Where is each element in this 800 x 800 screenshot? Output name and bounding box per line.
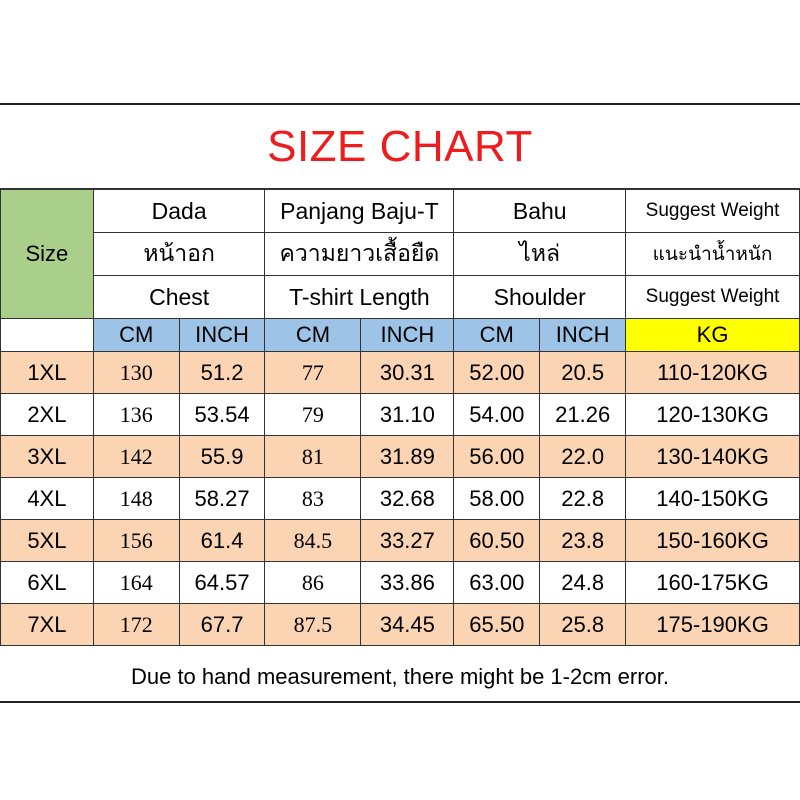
unit-chest-inch: INCH bbox=[178, 318, 266, 352]
chest-inch-cell: 58.27 bbox=[178, 477, 266, 520]
chest-inch-cell: 64.57 bbox=[178, 561, 266, 604]
unit-weight-kg: KG bbox=[625, 318, 800, 352]
length-cm-cell: 77 bbox=[264, 351, 362, 394]
shoulder-inch-cell: 20.5 bbox=[539, 351, 627, 394]
header-row-en: Chest T-shirt Length Shoulder Suggest We… bbox=[1, 275, 800, 319]
length-inch-cell: 33.86 bbox=[360, 561, 455, 604]
header-row-ms: Size Dada Panjang Baju-T Bahu Suggest We… bbox=[0, 189, 800, 319]
chest-header-en: Chest bbox=[92, 275, 266, 319]
size-cell: 4XL bbox=[0, 477, 94, 520]
weight-header-en: Suggest Weight bbox=[625, 275, 800, 319]
size-cell: 1XL bbox=[0, 351, 94, 394]
weight-header-thai: แนะนำน้ำหนัก bbox=[625, 232, 800, 276]
shoulder-inch-cell: 25.8 bbox=[539, 603, 627, 646]
weight-cell: 110-120KG bbox=[625, 351, 800, 394]
length-cm-cell: 81 bbox=[264, 435, 362, 478]
weight-header-ms: Suggest Weight bbox=[625, 189, 800, 233]
length-inch-cell: 31.10 bbox=[360, 393, 455, 436]
length-cm-cell: 79 bbox=[264, 393, 362, 436]
unit-length-inch: INCH bbox=[360, 318, 455, 352]
weight-cell: 120-130KG bbox=[625, 393, 800, 436]
chest-inch-cell: 51.2 bbox=[178, 351, 266, 394]
chest-inch-cell: 55.9 bbox=[178, 435, 266, 478]
length-inch-cell: 31.89 bbox=[360, 435, 455, 478]
length-inch-cell: 30.31 bbox=[360, 351, 455, 394]
size-cell: 3XL bbox=[0, 435, 94, 478]
chest-cm-cell: 136 bbox=[92, 393, 180, 436]
length-cm-cell: 84.5 bbox=[264, 519, 362, 562]
chest-cm-cell: 130 bbox=[92, 351, 180, 394]
shoulder-inch-cell: 23.8 bbox=[539, 519, 627, 562]
measurement-note: Due to hand measurement, there might be … bbox=[130, 664, 670, 689]
unit-length-cm: CM bbox=[264, 318, 362, 352]
length-inch-cell: 34.45 bbox=[360, 603, 455, 646]
table-row: 2XL 136 53.54 79 31.10 54.00 21.26 120-1… bbox=[0, 393, 800, 436]
chest-inch-cell: 61.4 bbox=[178, 519, 266, 562]
shoulder-cm-cell: 54.00 bbox=[453, 393, 541, 436]
weight-cell: 140-150KG bbox=[625, 477, 800, 520]
weight-cell: 175-190KG bbox=[625, 603, 800, 646]
shoulder-inch-cell: 22.8 bbox=[539, 477, 627, 520]
unit-row: CM INCH CM INCH CM INCH KG bbox=[0, 318, 800, 352]
table-row: 3XL 142 55.9 81 31.89 56.00 22.0 130-140… bbox=[0, 435, 800, 478]
length-header-thai: ความยาวเสื้อยืด bbox=[264, 232, 455, 276]
table-row: 5XL 156 61.4 84.5 33.27 60.50 23.8 150-1… bbox=[0, 519, 800, 562]
table-row: 1XL 130 51.2 77 30.31 52.00 20.5 110-120… bbox=[0, 351, 800, 394]
shoulder-cm-cell: 60.50 bbox=[453, 519, 541, 562]
length-header-en: T-shirt Length bbox=[264, 275, 455, 319]
unit-shoulder-inch: INCH bbox=[539, 318, 627, 352]
length-header-ms: Panjang Baju-T bbox=[264, 189, 455, 233]
length-cm-cell: 87.5 bbox=[264, 603, 362, 646]
length-inch-cell: 32.68 bbox=[360, 477, 455, 520]
size-chart: SIZE CHART Size Dada Panjang Baju-T Bahu… bbox=[0, 103, 800, 703]
shoulder-header-en: Shoulder bbox=[453, 275, 627, 319]
shoulder-inch-cell: 24.8 bbox=[539, 561, 627, 604]
chest-cm-cell: 148 bbox=[92, 477, 180, 520]
length-inch-cell: 33.27 bbox=[360, 519, 455, 562]
shoulder-inch-cell: 22.0 bbox=[539, 435, 627, 478]
unit-shoulder-cm: CM bbox=[453, 318, 541, 352]
weight-cell: 160-175KG bbox=[625, 561, 800, 604]
size-cell: 6XL bbox=[0, 561, 94, 604]
shoulder-header-thai: ไหล่ bbox=[453, 232, 627, 276]
chest-inch-cell: 67.7 bbox=[178, 603, 266, 646]
header-row-thai: หน้าอก ความยาวเสื้อยืด ไหล่ แนะนำน้ำหนัก bbox=[1, 232, 800, 276]
unit-chest-cm: CM bbox=[92, 318, 180, 352]
table-row: 6XL 164 64.57 86 33.86 63.00 24.8 160-17… bbox=[0, 561, 800, 604]
shoulder-cm-cell: 65.50 bbox=[453, 603, 541, 646]
shoulder-cm-cell: 52.00 bbox=[453, 351, 541, 394]
shoulder-cm-cell: 63.00 bbox=[453, 561, 541, 604]
chest-cm-cell: 172 bbox=[92, 603, 180, 646]
weight-cell: 130-140KG bbox=[625, 435, 800, 478]
length-cm-cell: 86 bbox=[264, 561, 362, 604]
shoulder-inch-cell: 21.26 bbox=[539, 393, 627, 436]
table-row: 4XL 148 58.27 83 32.68 58.00 22.8 140-15… bbox=[0, 477, 800, 520]
size-table: Size Dada Panjang Baju-T Bahu Suggest We… bbox=[0, 189, 800, 646]
weight-cell: 150-160KG bbox=[625, 519, 800, 562]
chest-header-thai: หน้าอก bbox=[92, 232, 266, 276]
size-cell: 2XL bbox=[0, 393, 94, 436]
table-row: 7XL 172 67.7 87.5 34.45 65.50 25.8 175-1… bbox=[0, 603, 800, 646]
shoulder-header-ms: Bahu bbox=[453, 189, 627, 233]
size-cell: 7XL bbox=[0, 603, 94, 646]
chest-cm-cell: 142 bbox=[92, 435, 180, 478]
size-column-header: Size bbox=[0, 189, 94, 319]
chest-header-ms: Dada bbox=[92, 189, 266, 233]
unit-blank-cell bbox=[0, 318, 94, 352]
chest-cm-cell: 156 bbox=[92, 519, 180, 562]
shoulder-cm-cell: 56.00 bbox=[453, 435, 541, 478]
size-cell: 5XL bbox=[0, 519, 94, 562]
chest-cm-cell: 164 bbox=[92, 561, 180, 604]
chart-title: SIZE CHART bbox=[0, 105, 800, 189]
shoulder-cm-cell: 58.00 bbox=[453, 477, 541, 520]
length-cm-cell: 83 bbox=[264, 477, 362, 520]
chest-inch-cell: 53.54 bbox=[178, 393, 266, 436]
